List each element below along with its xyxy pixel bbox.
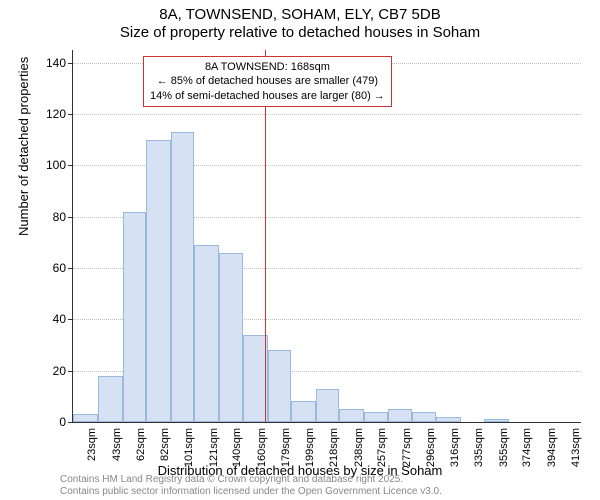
x-tick-label: 101sqm: [183, 428, 195, 468]
x-tick-label: 296sqm: [425, 428, 437, 468]
y-tick-mark: [68, 165, 72, 166]
histogram-bar: [436, 417, 461, 422]
histogram-bar: [219, 253, 243, 422]
histogram-bar: [388, 409, 413, 422]
gridline: [73, 114, 581, 115]
footer-line-1: Contains HM Land Registry data © Crown c…: [60, 474, 442, 486]
x-tick-label: 43sqm: [111, 428, 123, 468]
y-tick-label: 20: [53, 364, 66, 378]
histogram-bar: [291, 401, 316, 422]
x-tick-label: 218sqm: [328, 428, 340, 468]
histogram-bar: [98, 376, 123, 422]
x-tick-label: 277sqm: [401, 428, 413, 468]
y-tick-mark: [68, 268, 72, 269]
x-tick-label: 179sqm: [280, 428, 292, 468]
x-tick-label: 140sqm: [231, 428, 243, 468]
footer-text: Contains HM Land Registry data © Crown c…: [60, 474, 442, 498]
y-axis-label: Number of detached properties: [16, 57, 31, 236]
annotation-line-1: 8A TOWNSEND: 168sqm: [150, 60, 385, 74]
x-tick-label: 199sqm: [304, 428, 316, 468]
annotation-line-2: ← 85% of detached houses are smaller (47…: [150, 74, 385, 88]
annotation-line-3: 14% of semi-detached houses are larger (…: [150, 89, 385, 103]
y-tick-mark: [68, 114, 72, 115]
y-tick-mark: [68, 63, 72, 64]
y-tick-label: 80: [53, 210, 66, 224]
histogram-bar: [194, 245, 219, 422]
histogram-bar: [268, 350, 292, 422]
x-tick-label: 23sqm: [86, 428, 98, 468]
x-tick-label: 121sqm: [208, 428, 220, 468]
y-tick-label: 40: [53, 312, 66, 326]
x-tick-label: 394sqm: [546, 428, 558, 468]
y-tick-label: 100: [46, 158, 66, 172]
x-tick-label: 316sqm: [449, 428, 461, 468]
histogram-bar: [123, 212, 147, 422]
histogram-bar: [412, 412, 436, 422]
x-tick-label: 413sqm: [570, 428, 582, 468]
y-tick-label: 140: [46, 56, 66, 70]
histogram-bar: [339, 409, 364, 422]
y-tick-mark: [68, 319, 72, 320]
y-tick-mark: [68, 371, 72, 372]
histogram-bar: [146, 140, 171, 422]
x-tick-label: 257sqm: [376, 428, 388, 468]
x-tick-label: 374sqm: [521, 428, 533, 468]
histogram-bar: [73, 414, 98, 422]
annotation-box: 8A TOWNSEND: 168sqm ← 85% of detached ho…: [143, 56, 392, 107]
x-tick-label: 62sqm: [135, 428, 147, 468]
y-tick-label: 120: [46, 107, 66, 121]
plot-area: 8A TOWNSEND: 168sqm ← 85% of detached ho…: [72, 50, 581, 423]
histogram-bar: [364, 412, 388, 422]
title-line-1: 8A, TOWNSEND, SOHAM, ELY, CB7 5DB: [0, 6, 600, 23]
title-line-2: Size of property relative to detached ho…: [0, 24, 600, 41]
x-tick-label: 160sqm: [256, 428, 268, 468]
x-tick-label: 82sqm: [159, 428, 171, 468]
histogram-bar: [243, 335, 268, 422]
y-tick-mark: [68, 422, 72, 423]
x-tick-label: 238sqm: [353, 428, 365, 468]
histogram-bar: [316, 389, 340, 422]
y-tick-label: 0: [59, 415, 66, 429]
y-tick-mark: [68, 217, 72, 218]
histogram-bar: [484, 419, 509, 422]
x-tick-label: 355sqm: [498, 428, 510, 468]
y-tick-label: 60: [53, 261, 66, 275]
histogram-bar: [171, 132, 195, 422]
footer-line-2: Contains public sector information licen…: [60, 486, 442, 498]
chart-container: 8A, TOWNSEND, SOHAM, ELY, CB7 5DB Size o…: [0, 0, 600, 500]
x-tick-label: 335sqm: [473, 428, 485, 468]
